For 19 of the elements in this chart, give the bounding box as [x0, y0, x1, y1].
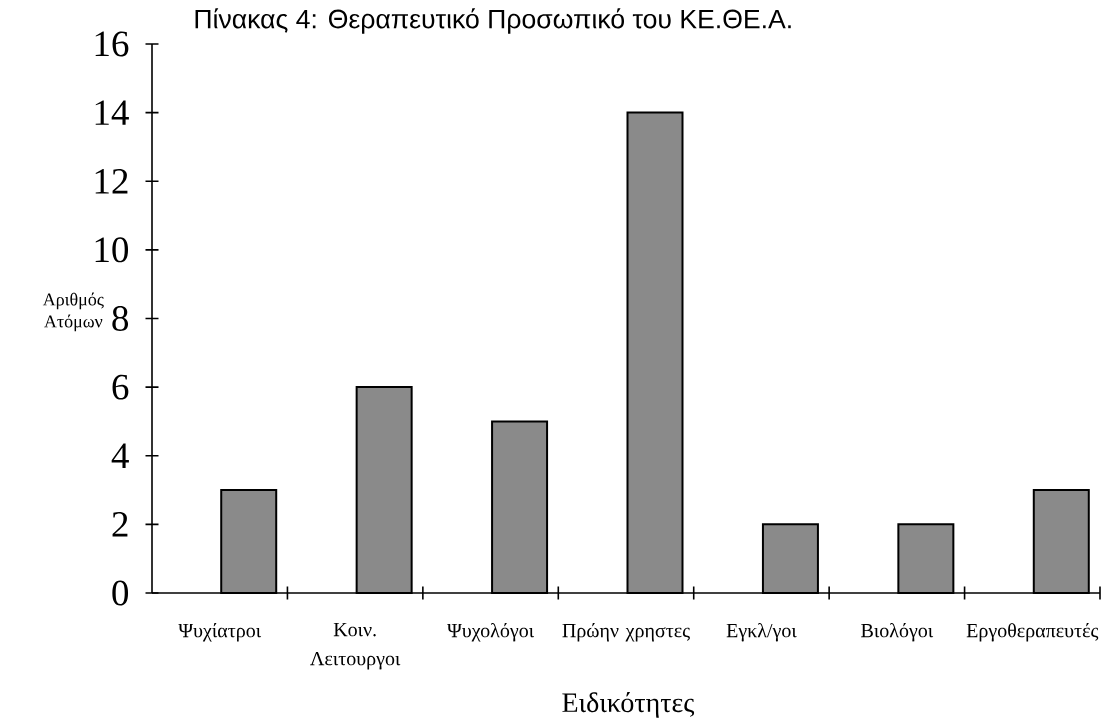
y-tick-label: 16 [95, 31, 129, 57]
y-tick-label: 10 [95, 237, 129, 263]
x-tick-label: Πρώην χρηστες [562, 623, 690, 642]
y-tick-label: 8 [112, 305, 129, 331]
x-tick-label: Εγκλ/γοι [726, 623, 797, 642]
y-tick-label: 2 [112, 512, 128, 537]
y-tick-label: 14 [95, 100, 129, 125]
y-axis-title: Αριθμός Ατόμων [42, 292, 104, 332]
x-tick-label: Ψυχολόγοι [447, 623, 535, 642]
x-tick-label: Ψυχίατροι [178, 623, 262, 642]
x-tick-label: Εργοθεραπευτές [966, 623, 1099, 642]
chart-title: Πίνακας 4: Θεραπευτικό Προσωπικό του ΚΕ.ΘΕ.Α. [195, 8, 791, 34]
y-tick-label: 0 [112, 580, 129, 606]
y-tick-label: 4 [111, 443, 129, 468]
y-tick-label: 12 [95, 168, 128, 194]
x-tick-label: Κοιν. Λειτουργοι [310, 623, 401, 670]
x-tick-label: Βιολόγοι [861, 623, 934, 642]
x-axis-title: Ειδικότητες [562, 692, 695, 718]
y-tick-label: 6 [112, 374, 129, 400]
